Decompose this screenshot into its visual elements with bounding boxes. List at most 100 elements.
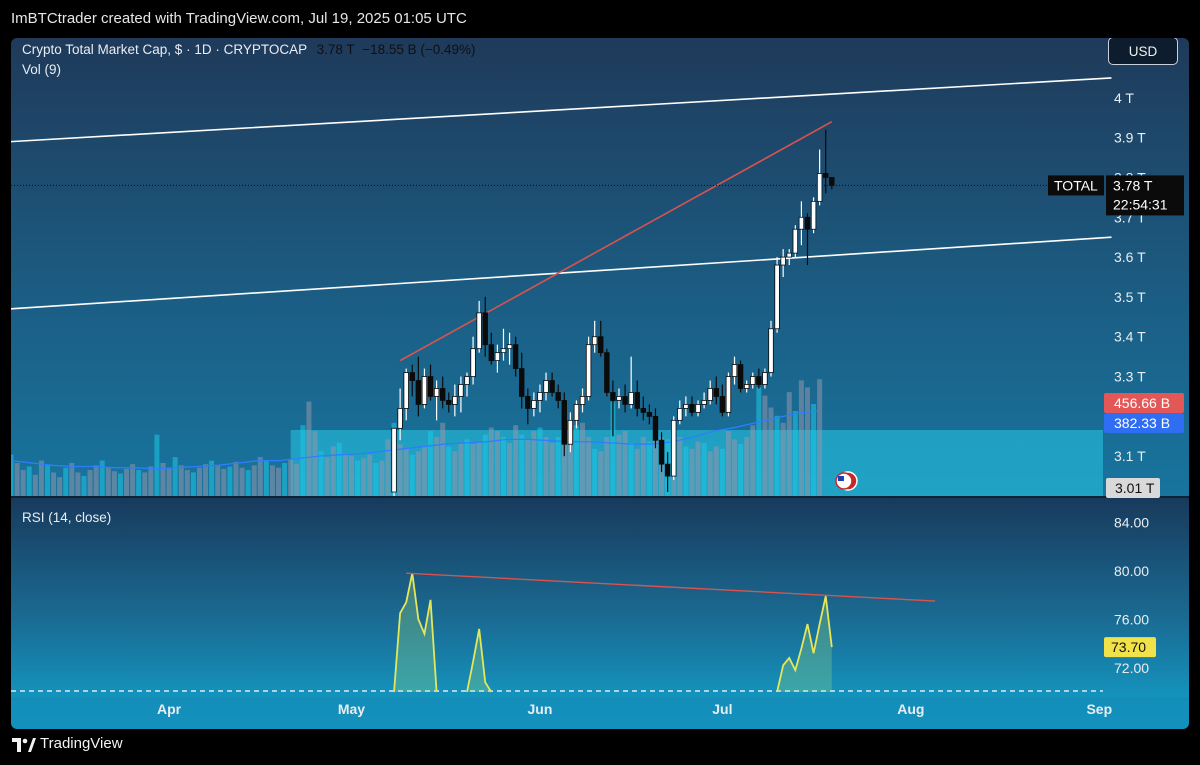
candle-body [646,411,653,417]
volume-bar [69,462,75,496]
volume-bar [209,460,215,496]
candle-body [494,352,501,362]
volume-bar [367,454,373,496]
volume-bar [768,407,774,496]
volume-bar [373,462,379,496]
rsi-overbought-fill [777,596,832,692]
volume-legend[interactable]: Vol (9) [22,62,62,77]
volume-bar [336,442,342,496]
candle-body [634,392,640,409]
rsi-pane[interactable] [11,497,1189,697]
volume-bar [804,387,810,496]
volume-label: 456.66 B [1114,395,1170,411]
volume-bar [561,441,567,496]
volume-bar [622,431,628,496]
volume-bar [452,451,458,496]
volume-bar [725,431,731,496]
volume-bar [124,468,130,496]
chart-canvas[interactable]: 4 T3.9 T3.8 T3.7 T3.6 T3.5 T3.4 T3.3 T3.… [11,38,1189,729]
symbol-title: Crypto Total Market Cap, $ · 1D · CRYPTO… [22,42,307,57]
volume-bar [476,441,482,496]
last-price: 3.78 T [316,42,355,57]
volume-bar [567,431,573,496]
rsi-legend[interactable]: RSI (14, close) [22,510,112,525]
candle-body [482,312,488,346]
volume-bar [780,422,786,496]
volume-bar [312,431,318,496]
candle-body [537,392,543,401]
volume-bar [57,477,63,496]
candle-body [622,396,628,405]
candle-body [719,396,726,413]
price-tick-label: 3.6 T [1114,249,1146,265]
volume-bar [117,473,123,496]
volume-layer [11,379,1103,496]
candle-body [555,392,561,401]
volume-bar [190,472,196,496]
channel-upper-line [11,77,1112,143]
volume-bar [719,448,725,496]
volume-bar [282,462,288,496]
volume-bar [744,437,750,496]
volume-bar [756,387,762,496]
volume-bar [130,464,136,496]
candle-body [713,388,719,397]
volume-bar [817,379,823,496]
candle-body [792,228,799,254]
price-countdown: 22:54:31 [1113,196,1168,212]
volume-bar [32,474,38,496]
volume-bar [44,465,50,496]
volume-bar [348,455,354,496]
volume-bar [488,427,494,496]
candle-body [519,368,525,397]
volume-bar [397,444,403,496]
volume-bar [20,470,26,496]
candle-body [616,396,622,401]
volume-bar [269,465,275,496]
volume-bar [14,462,20,496]
footer-brand: TradingView [40,735,123,752]
candle-body [804,216,811,230]
volume-bar [263,460,269,496]
candle-body [731,364,738,377]
volume-bar [355,460,361,496]
volume-bar [610,401,616,496]
price-tick-label: 3.1 T [1114,448,1146,464]
volume-bar [446,446,452,496]
volume-bar [403,448,409,496]
chart-frame[interactable]: 4 T3.9 T3.8 T3.7 T3.6 T3.5 T3.4 T3.3 T3.… [11,38,1189,729]
volume-bar [99,460,105,496]
volume-bar [87,470,93,496]
pane-divider[interactable] [11,496,1189,498]
candle-body [768,328,774,373]
rsi-line [466,628,493,693]
candle-body [585,344,592,397]
currency-button[interactable]: USD [1108,38,1178,65]
candle-body [816,173,823,202]
volume-bar [306,401,312,496]
candle-body [750,376,756,385]
symbol-legend[interactable]: Crypto Total Market Cap, $ · 1D · CRYPTO… [22,42,476,57]
channel-lower-line [11,236,1112,310]
candle-body [701,400,707,405]
volume-bar [215,465,221,496]
candle-body [421,376,428,405]
volume-bar [555,437,561,496]
volume-bar [111,471,117,496]
candle-body [658,439,665,465]
volume-bar [598,451,604,496]
volume-bar [470,444,476,496]
time-tick-label: Jun [528,701,553,717]
candle-body [531,400,537,409]
volume-bar [646,441,652,496]
volume-bar [519,434,525,496]
volume-bar [604,437,610,496]
candle-body [604,352,610,393]
volume-bar [26,466,32,496]
volume-bar [93,465,99,496]
volume-bar [701,442,707,496]
candle-body [391,427,397,493]
volume-bar [640,437,646,496]
volume-bar [324,457,330,496]
candle-body [798,216,805,230]
